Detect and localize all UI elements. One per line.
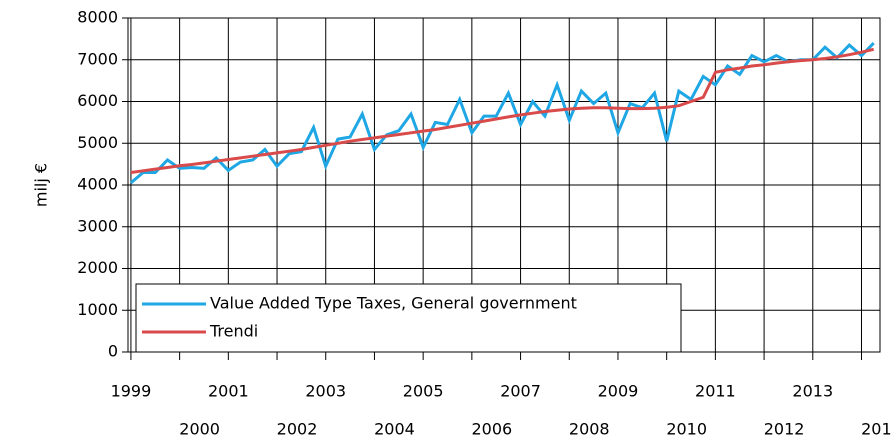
y-tick-label: 3000: [77, 216, 118, 235]
y-tick-label: 8000: [77, 8, 118, 27]
y-tick-label: 0: [108, 342, 118, 361]
x-tick-label: 2008: [569, 420, 610, 439]
x-tick-label: 2011: [695, 382, 736, 401]
y-tick-label: 6000: [77, 91, 118, 110]
y-tick-label: 1000: [77, 300, 118, 319]
x-tick-label: 2014: [861, 420, 891, 439]
y-tick-label: 5000: [77, 133, 118, 152]
y-axis-label: milj €: [32, 163, 51, 207]
x-tick-label: 2013: [792, 382, 833, 401]
x-tick-label: 2001: [208, 382, 249, 401]
x-tick-label: 2006: [471, 420, 512, 439]
y-tick-label: 4000: [77, 175, 118, 194]
x-tick-label: 2012: [764, 420, 805, 439]
x-tick-label: 2004: [374, 420, 415, 439]
x-tick-label: 2010: [666, 420, 707, 439]
x-tick-label: 2009: [598, 382, 639, 401]
x-tick-label: 2003: [305, 382, 346, 401]
x-tick-label: 2000: [179, 420, 220, 439]
x-tick-label: 2005: [403, 382, 444, 401]
y-tick-label: 7000: [77, 49, 118, 68]
x-tick-label: 2007: [500, 382, 541, 401]
legend-label: Trendi: [209, 322, 258, 341]
x-tick-label: 2002: [277, 420, 318, 439]
legend: [135, 283, 682, 353]
legend-label: Value Added Type Taxes, General governme…: [210, 294, 577, 313]
data-line: [130, 47, 875, 174]
data-line: [129, 42, 875, 185]
x-tick-label: 1999: [111, 382, 152, 401]
y-tick-label: 2000: [77, 258, 118, 277]
